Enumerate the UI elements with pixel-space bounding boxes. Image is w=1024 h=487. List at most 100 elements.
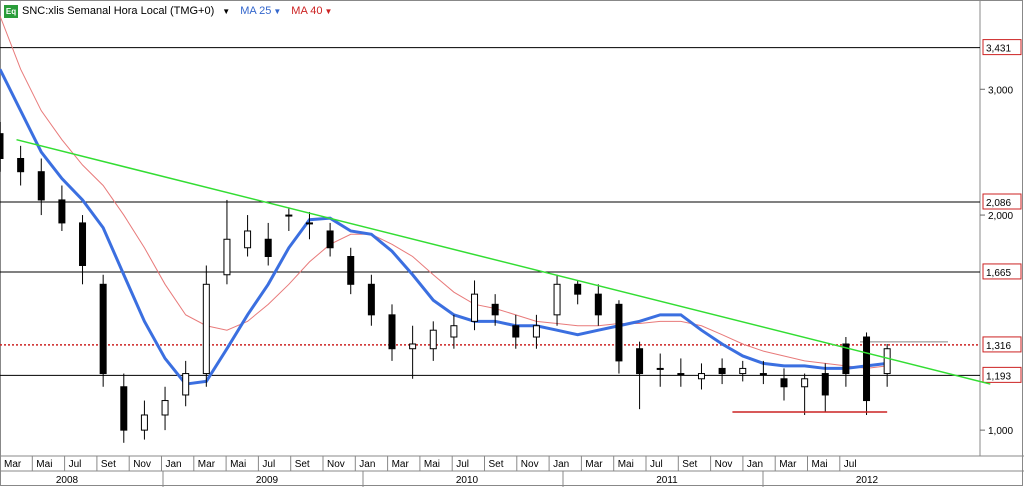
candle-body xyxy=(429,329,437,350)
candle-body xyxy=(842,343,850,375)
candle-body xyxy=(656,367,664,370)
x-month-label: Jul xyxy=(650,459,663,470)
candle-body xyxy=(367,283,375,316)
candle-body xyxy=(697,373,705,380)
ma25-toggle[interactable]: MA 25 ▼ xyxy=(240,5,281,17)
candle-body xyxy=(594,293,602,316)
ma25-line xyxy=(0,68,888,386)
candle-body xyxy=(182,373,190,396)
x-year-label: 2009 xyxy=(256,475,279,486)
x-month-label: Jan xyxy=(553,459,569,470)
x-month-label: Jul xyxy=(456,459,469,470)
candle-body xyxy=(759,373,767,376)
x-month-label: Set xyxy=(295,459,310,470)
x-month-label: Nov xyxy=(133,459,151,470)
x-month-label: Mar xyxy=(779,459,797,470)
ma25-label: MA 25 xyxy=(240,5,272,17)
candle-body xyxy=(532,325,540,338)
level-label-box xyxy=(982,193,1022,210)
x-month-label: Nov xyxy=(715,459,733,470)
candle-body xyxy=(37,171,45,201)
x-month-label: Jan xyxy=(747,459,763,470)
x-year-label: 2012 xyxy=(856,475,879,486)
candle-body xyxy=(553,283,561,316)
candle-body xyxy=(244,230,252,249)
candle-body xyxy=(615,303,623,362)
ma40-label: MA 40 xyxy=(291,5,323,17)
level-label: 2,086 xyxy=(986,198,1011,209)
candle-body xyxy=(739,367,747,375)
candle-body xyxy=(202,283,210,375)
ma40-line xyxy=(0,15,888,369)
candle-body xyxy=(636,348,644,375)
x-month-label: Nov xyxy=(327,459,345,470)
x-year-label: 2008 xyxy=(56,475,79,486)
x-month-label: Jul xyxy=(262,459,275,470)
x-month-label: Mar xyxy=(4,459,22,470)
x-month-label: Mai xyxy=(424,459,440,470)
candle-body xyxy=(347,255,355,285)
candle-body xyxy=(305,222,313,225)
ma25-dropdown-icon: ▼ xyxy=(273,7,282,16)
y-tick-label: 1,000 xyxy=(988,426,1013,437)
candle-body xyxy=(801,378,809,388)
x-month-label: Set xyxy=(101,459,116,470)
candle-body xyxy=(326,230,334,249)
x-month-label: Jul xyxy=(844,459,857,470)
candle-body xyxy=(285,214,293,217)
x-year-label: 2010 xyxy=(456,475,479,486)
level-label-box xyxy=(982,336,1022,353)
ma40-toggle[interactable]: MA 40 ▼ xyxy=(291,5,332,17)
level-label: 1,316 xyxy=(986,341,1011,352)
candle-body xyxy=(677,373,685,376)
candle-body xyxy=(140,414,148,431)
symbol-dropdown-icon[interactable]: ▼ xyxy=(222,6,231,16)
candle-body xyxy=(512,325,520,338)
candle-body xyxy=(863,336,871,402)
candle-body xyxy=(780,378,788,388)
level-label: 3,431 xyxy=(986,44,1011,55)
candle-body xyxy=(388,314,396,350)
candle-body xyxy=(58,199,66,224)
y-tick-label: 3,000 xyxy=(988,85,1013,96)
symbol-label[interactable]: SNC:xlis Semanal Hora Local (TMG+0) xyxy=(22,5,215,17)
y-tick-label: 2,000 xyxy=(988,211,1013,222)
candle-body xyxy=(574,283,582,295)
x-month-label: Jan xyxy=(166,459,182,470)
trend-line xyxy=(16,138,991,385)
candle-body xyxy=(883,348,891,375)
level-label-box xyxy=(982,39,1022,56)
chart-toolbar: Eq SNC:xlis Semanal Hora Local (TMG+0) ▼… xyxy=(4,3,332,19)
candle-body xyxy=(491,303,499,316)
level-label-box xyxy=(982,366,1022,383)
candle-body xyxy=(718,367,726,375)
candle-body xyxy=(120,386,128,431)
x-month-label: Mai xyxy=(618,459,634,470)
x-month-label: Jul xyxy=(69,459,82,470)
candle-body xyxy=(0,133,4,159)
candle-body xyxy=(161,400,169,416)
x-month-label: Set xyxy=(489,459,504,470)
equity-icon[interactable]: Eq xyxy=(4,4,18,18)
x-month-label: Mar xyxy=(198,459,216,470)
candle-body xyxy=(79,222,87,266)
candle-body xyxy=(264,238,272,257)
candle-body xyxy=(471,293,479,322)
level-label: 1,665 xyxy=(986,268,1011,279)
x-month-label: Mar xyxy=(585,459,603,470)
x-month-label: Jan xyxy=(359,459,375,470)
x-month-label: Nov xyxy=(521,459,539,470)
candle-body xyxy=(409,343,417,350)
x-month-label: Set xyxy=(682,459,697,470)
candle-body xyxy=(17,157,25,173)
candle-body xyxy=(821,373,829,396)
x-month-label: Mai xyxy=(812,459,828,470)
x-month-label: Mar xyxy=(392,459,410,470)
candle-body xyxy=(223,238,231,276)
x-year-label: 2011 xyxy=(656,475,678,486)
candle-body xyxy=(450,325,458,338)
x-month-label: Mai xyxy=(36,459,52,470)
level-label: 1,193 xyxy=(986,371,1011,382)
